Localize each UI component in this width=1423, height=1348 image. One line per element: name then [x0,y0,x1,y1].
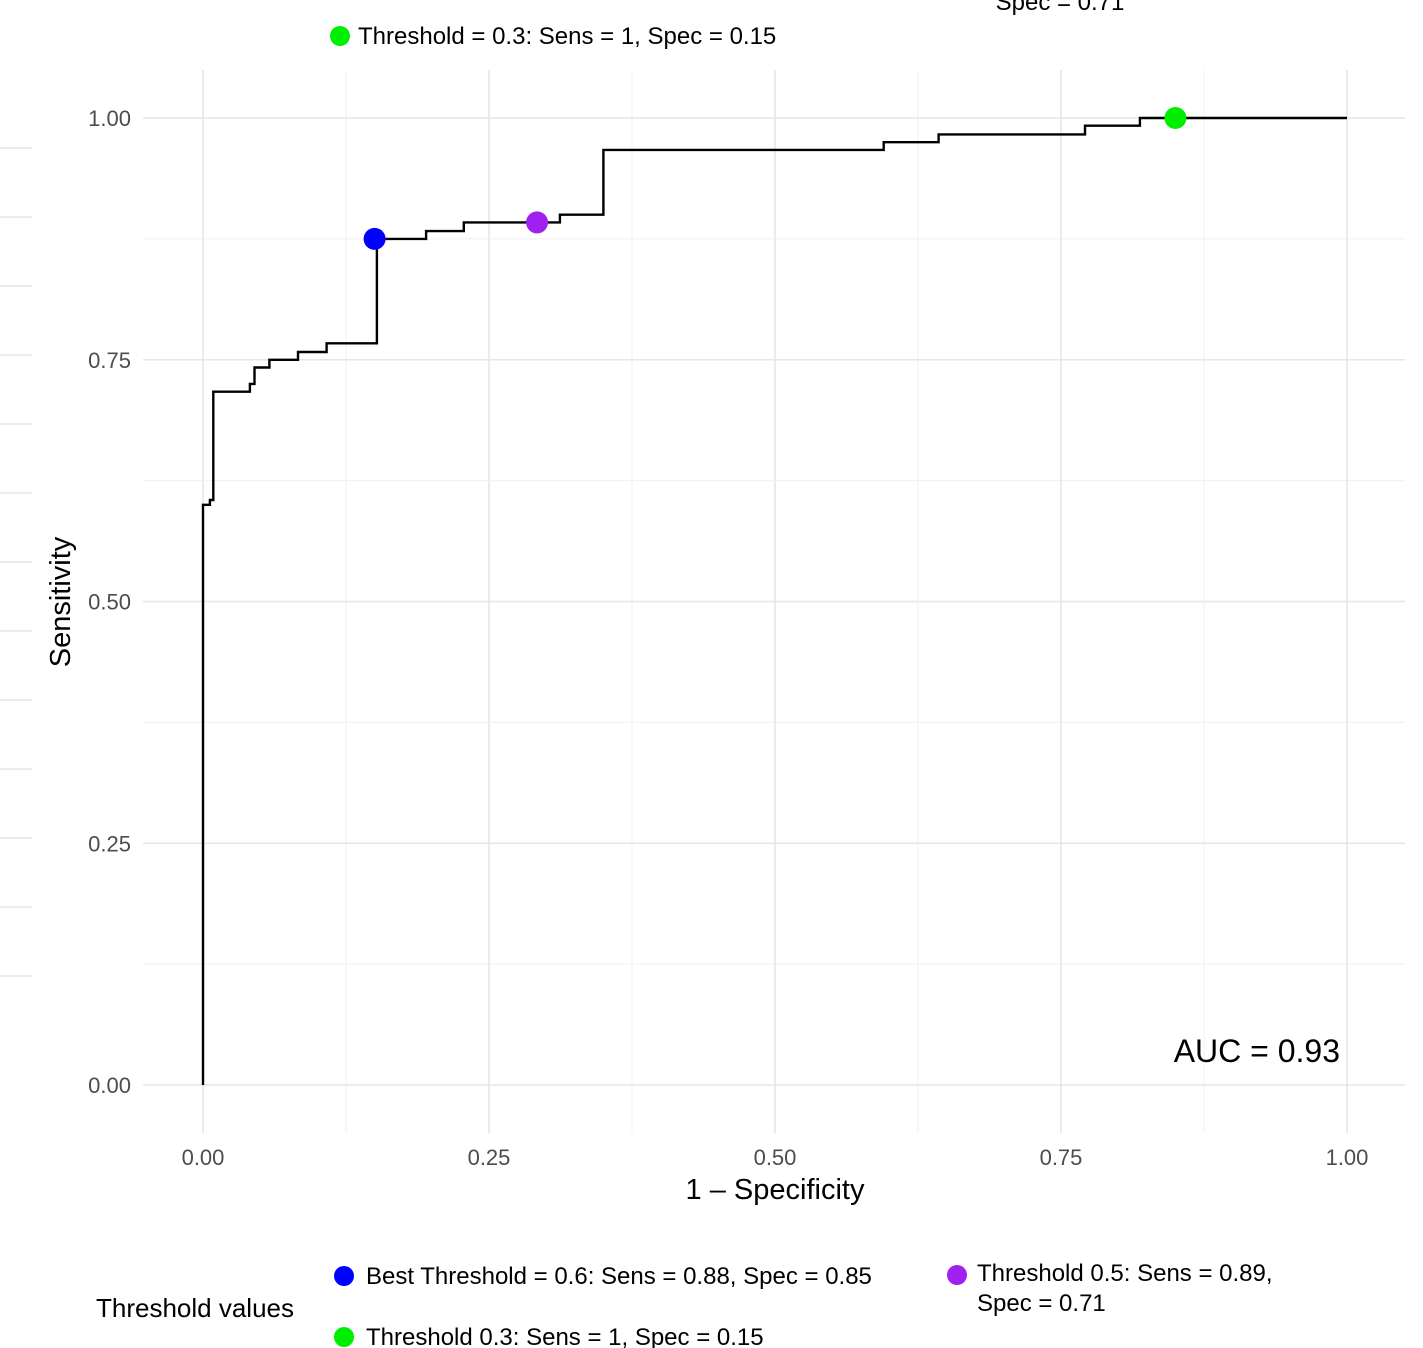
legend-item: Best Threshold = 0.6: Sens = 0.88, Spec … [334,1263,872,1290]
legend-dot [334,1327,354,1347]
x-axis-title: 1 – Specificity [686,1174,865,1206]
top-legend-label: Threshold = 0.3: Sens = 1, Spec = 0.15 [358,23,776,50]
legend-items: Best Threshold = 0.6: Sens = 0.88, Spec … [334,1260,1273,1348]
x-tick-label: 0.25 [468,1145,511,1170]
axis-ticks: 0.00 0.25 0.50 0.75 1.00 0.00 0.25 0.50 0.75 1.00 [88,106,1368,1170]
y-axis-title: Sensitivity [45,536,77,667]
x-tick-label: 0.75 [1040,1145,1083,1170]
x-tick-label: 0.00 [182,1145,225,1170]
grid [143,70,1405,1133]
top-legend-item: Threshold = 0.3: Sens = 1, Spec = 0.15 [330,23,776,50]
legend: Threshold values Best Threshold = 0.6: S… [96,1260,1273,1348]
top-legend-dot [330,26,350,46]
legend-dot [334,1266,354,1286]
top-cut-text: Spec = 0.71 [996,0,1125,16]
y-tick-label: 0.75 [88,348,131,373]
left-edge-stubs [0,147,32,977]
threshold-points [363,107,1187,250]
legend-label: Best Threshold = 0.6: Sens = 0.88, Spec … [366,1263,872,1290]
x-tick-label: 0.50 [754,1145,797,1170]
legend-item: Threshold 0.5: Sens = 0.89, Spec = 0.71 [947,1260,1273,1317]
legend-item: Threshold 0.3: Sens = 1, Spec = 0.15 [334,1324,764,1348]
y-tick-label: 0.50 [88,590,131,615]
y-tick-label: 0.00 [88,1073,131,1098]
threshold-point [1164,107,1187,129]
y-tick-label: 1.00 [88,106,131,131]
threshold-point [526,211,549,234]
legend-dot [947,1265,967,1285]
legend-label: Threshold 0.5: Sens = 0.89, [977,1260,1273,1287]
auc-annotation: AUC = 0.93 [1174,1033,1340,1069]
legend-title: Threshold values [96,1293,294,1323]
legend-label: Spec = 0.71 [977,1290,1106,1317]
threshold-point [363,227,386,250]
y-tick-label: 0.25 [88,831,131,856]
x-tick-label: 1.00 [1326,1145,1369,1170]
legend-label: Threshold 0.3: Sens = 1, Spec = 0.15 [366,1324,764,1348]
